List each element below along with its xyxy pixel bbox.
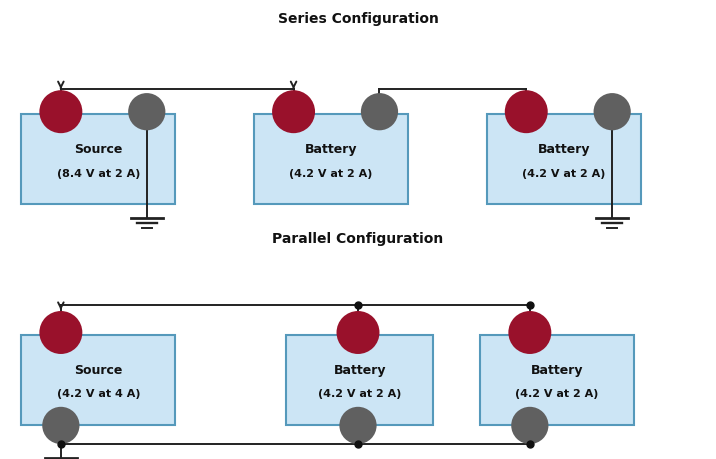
Text: (4.2 V at 4 A): (4.2 V at 4 A) [57,389,140,398]
Text: (4.2 V at 2 A): (4.2 V at 2 A) [522,168,606,178]
Bar [487,115,641,204]
Bar [21,335,175,425]
Text: (4.2 V at 2 A): (4.2 V at 2 A) [289,168,373,178]
Bar [480,335,634,425]
Text: Series Configuration: Series Configuration [278,11,438,25]
Text: Battery: Battery [531,363,583,376]
Text: (8.4 V at 2 A): (8.4 V at 2 A) [57,168,140,178]
Ellipse shape [42,407,79,444]
Text: Battery: Battery [538,143,590,156]
Text: Battery: Battery [305,143,357,156]
Ellipse shape [39,91,82,134]
Ellipse shape [128,94,165,131]
Ellipse shape [594,94,631,131]
Text: Battery: Battery [334,363,386,376]
Ellipse shape [39,311,82,354]
Ellipse shape [272,91,315,134]
Bar [286,335,433,425]
Text: Source: Source [74,143,122,156]
Ellipse shape [339,407,377,444]
Ellipse shape [511,407,548,444]
Text: Parallel Configuration: Parallel Configuration [272,232,444,246]
Text: (4.2 V at 2 A): (4.2 V at 2 A) [515,389,599,398]
Ellipse shape [337,311,379,354]
Text: Source: Source [74,363,122,376]
Ellipse shape [508,311,551,354]
Bar [254,115,408,204]
Text: (4.2 V at 2 A): (4.2 V at 2 A) [318,389,402,398]
Ellipse shape [505,91,548,134]
Bar [21,115,175,204]
Ellipse shape [361,94,398,131]
